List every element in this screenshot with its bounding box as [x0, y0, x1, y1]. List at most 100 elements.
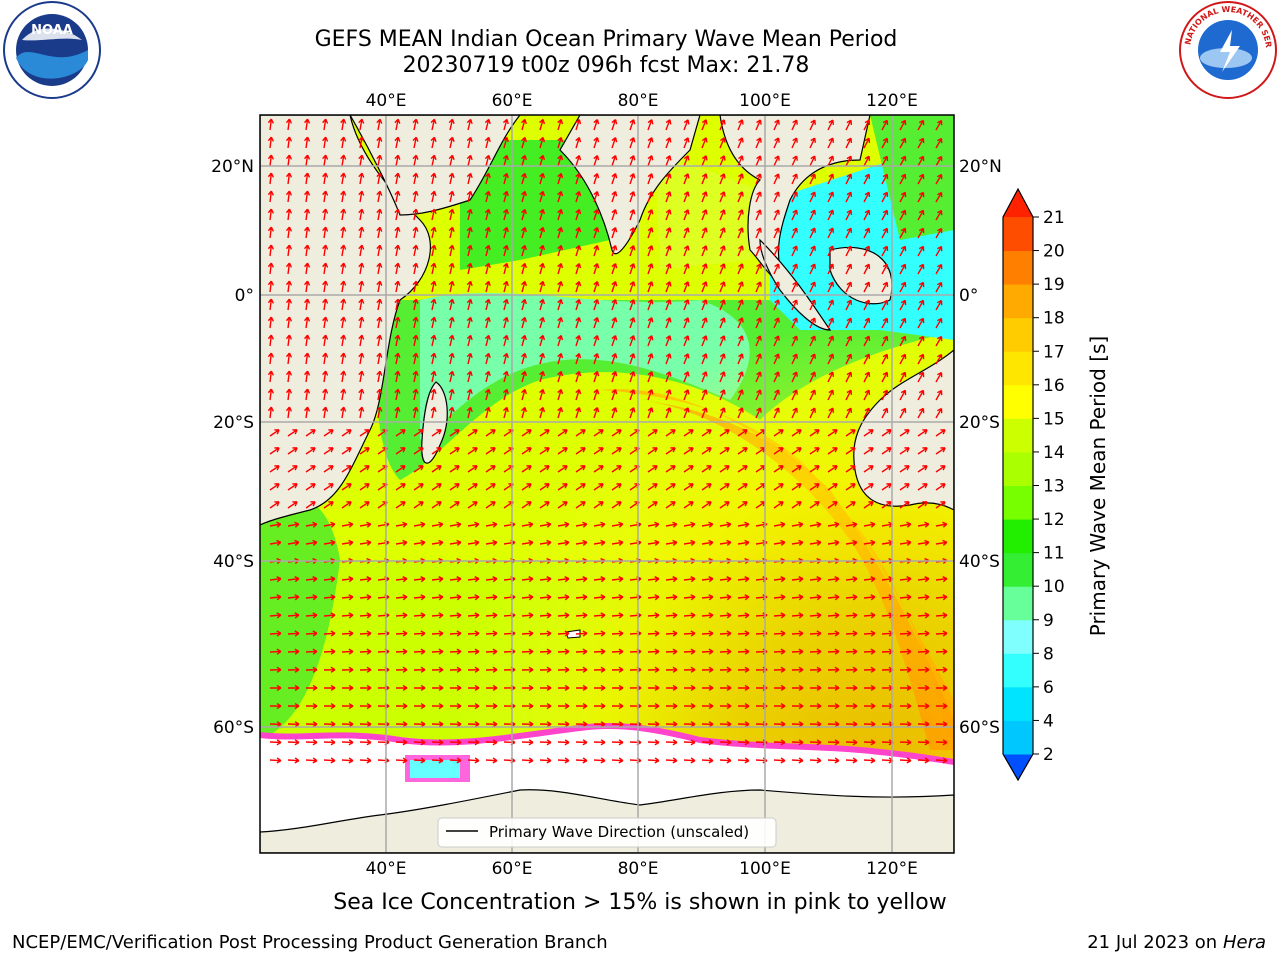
colorbar-segment [1003, 351, 1033, 386]
wave-direction-arrow [412, 118, 419, 131]
wave-direction-arrow [593, 353, 600, 365]
wave-direction-arrow [376, 262, 383, 275]
wave-direction-arrow [502, 262, 509, 275]
wave-direction-arrow [466, 352, 473, 365]
wave-direction-arrow [341, 429, 352, 437]
wave-direction-arrow [647, 317, 654, 329]
wave-direction-arrow [413, 666, 426, 673]
wave-direction-arrow [845, 666, 858, 673]
wave-direction-arrow [755, 263, 762, 275]
wave-direction-arrow [412, 136, 419, 149]
wave-direction-arrow [323, 539, 336, 546]
wave-direction-arrow [394, 262, 401, 275]
wave-direction-arrow [449, 702, 462, 710]
wave-direction-arrow [683, 407, 690, 419]
wave-direction-arrow [809, 299, 816, 311]
wave-direction-arrow [287, 483, 298, 491]
wave-direction-arrow [539, 298, 546, 311]
primary-wave-direction-arrows [267, 118, 948, 764]
wave-direction-arrow [917, 245, 925, 257]
wave-direction-arrow [267, 154, 274, 167]
wave-direction-arrow [701, 539, 714, 546]
wave-direction-arrow [323, 648, 336, 655]
wave-direction-arrow [935, 465, 946, 473]
wave-direction-arrow [359, 576, 372, 583]
wave-direction-arrow [322, 334, 329, 347]
wave-direction-arrow [323, 612, 336, 619]
wave-direction-arrow [629, 263, 636, 275]
wave-direction-arrow [449, 465, 460, 473]
wave-direction-arrow [341, 447, 352, 455]
wave-direction-arrow [521, 447, 532, 455]
svg-text:0°: 0° [959, 286, 978, 306]
wave-direction-arrow [827, 666, 840, 673]
wave-direction-arrow [611, 227, 618, 239]
wave-direction-arrow [484, 226, 491, 239]
wave-direction-arrow [575, 352, 582, 365]
wave-direction-arrow [611, 648, 624, 655]
wave-direction-arrow [683, 576, 696, 583]
wave-direction-arrow [611, 702, 624, 710]
wave-direction-arrow [791, 281, 798, 293]
wave-direction-arrow [449, 539, 462, 546]
colorbar-segment [1003, 586, 1033, 621]
wave-direction-arrow [683, 612, 696, 619]
wave-direction-arrow [485, 539, 498, 546]
wave-direction-arrow [376, 226, 383, 239]
wave-direction-arrow [340, 280, 347, 293]
wave-direction-arrow [755, 389, 762, 401]
wave-direction-arrow [323, 483, 334, 491]
wave-direction-arrow [413, 684, 426, 692]
wave-direction-arrow [791, 594, 804, 601]
wave-direction-arrow [611, 501, 622, 509]
svg-text:0°: 0° [235, 286, 254, 306]
wave-direction-arrow [899, 630, 912, 637]
wave-direction-arrow [430, 388, 437, 401]
wave-direction-arrow [305, 648, 318, 655]
wave-direction-arrow [917, 209, 925, 221]
wave-direction-arrow [719, 666, 732, 673]
wave-direction-arrow [935, 630, 948, 637]
wave-direction-arrow [539, 612, 552, 619]
wave-direction-arrow [521, 226, 527, 239]
wave-direction-arrow [701, 630, 714, 637]
wave-direction-arrow [647, 739, 660, 746]
wave-direction-arrow [773, 389, 780, 401]
wave-direction-arrow [863, 465, 874, 473]
wave-direction-arrow [322, 280, 329, 293]
wave-direction-arrow [557, 501, 568, 509]
wave-direction-arrow [935, 407, 943, 419]
wave-direction-arrow [809, 173, 816, 185]
wave-direction-arrow [881, 281, 889, 293]
wave-direction-arrow [485, 576, 498, 583]
wave-direction-arrow [665, 299, 672, 311]
wave-direction-arrow [701, 666, 714, 673]
wave-direction-arrow [575, 447, 586, 455]
wave-direction-arrow [412, 208, 419, 221]
wave-direction-arrow [323, 684, 336, 692]
wave-direction-arrow [755, 317, 762, 329]
wave-direction-arrow [575, 612, 588, 619]
wave-direction-arrow [467, 539, 480, 546]
wave-direction-arrow [881, 191, 889, 203]
wave-direction-arrow [431, 739, 444, 746]
wave-direction-arrow [665, 594, 678, 601]
colorbar-tick-label: 8 [1043, 644, 1054, 664]
wave-direction-arrow [467, 429, 478, 437]
wave-direction-arrow [466, 388, 473, 401]
wave-direction-arrow [845, 353, 853, 365]
wave-direction-arrow [539, 262, 546, 275]
wave-direction-arrow [412, 172, 419, 185]
wave-direction-arrow [647, 227, 654, 239]
wave-direction-arrow [539, 666, 552, 673]
wave-direction-arrow [773, 757, 786, 764]
svg-text:20°N: 20°N [211, 157, 254, 177]
wave-direction-arrow [683, 666, 696, 673]
wave-direction-arrow [466, 262, 473, 275]
wave-direction-arrow [430, 118, 437, 131]
wave-direction-arrow [303, 208, 311, 221]
wave-direction-arrow [737, 371, 744, 383]
wave-direction-arrow [395, 757, 408, 764]
wave-direction-arrow [539, 429, 550, 437]
wave-direction-arrow [539, 316, 546, 329]
